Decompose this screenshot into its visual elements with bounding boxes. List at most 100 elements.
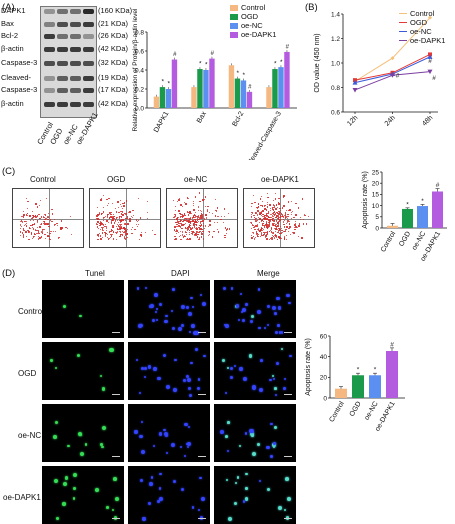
blot-band [44,47,55,52]
flow-event [276,226,278,229]
flow-event [276,207,278,209]
flow-event [195,221,198,223]
flow-event [180,222,182,224]
flow-event [32,227,34,229]
blot-band [57,47,68,52]
bar [387,225,398,228]
flow-event [141,235,143,237]
significance-mark: * [199,61,202,68]
flow-event [180,227,182,230]
flow-event [22,234,24,236]
flow-event [267,231,269,234]
flow-event [186,234,188,236]
cell-nucleus [73,487,76,491]
x-tick-label: Bcl-2 [231,110,245,127]
flow-event [38,213,40,215]
flow-event [202,215,204,218]
flow-event [102,229,104,232]
cell-nucleus [245,472,248,476]
flow-event [184,219,186,221]
blot-band [70,47,81,52]
flow-event [124,232,126,234]
flow-event [104,226,106,228]
column-title: Merge [257,269,280,278]
x-tick-label: 24h [384,114,397,127]
flow-event [29,227,31,230]
flow-event [254,237,256,239]
flow-event [27,213,29,215]
flow-event [178,226,180,228]
flow-event [132,226,134,228]
flow-event [117,201,119,203]
flow-event [36,206,38,208]
flow-event [174,236,176,238]
flow-event [105,234,107,236]
blot-band [70,88,81,93]
flow-event [37,235,39,237]
flow-event [200,236,202,238]
bar [402,208,413,228]
flow-event [189,211,191,213]
cell-nucleus [158,432,162,436]
flow-event [183,235,186,237]
flow-event [124,236,126,238]
flow-event [189,217,191,219]
cell-nucleus [280,331,284,334]
flow-event [259,217,261,220]
flow-event [193,226,196,228]
flow-plot-title: Control [30,175,56,184]
flow-event [100,223,102,225]
flow-event [204,226,207,228]
flow-event [32,215,35,218]
x-tick-label: DAPK1 [153,110,171,133]
flow-event [122,219,124,221]
flow-event [258,234,260,236]
y-tick-label: 0.6 [135,48,144,55]
flow-event [251,237,253,239]
fluorescence-image [214,404,296,462]
flow-event [250,227,252,230]
flow-event [194,214,196,216]
flow-event [179,216,182,218]
flow-event [278,230,280,233]
flow-event [185,238,188,240]
flow-event [263,218,266,220]
flow-event [251,236,253,238]
cell-nucleus [165,385,170,390]
flow-event [207,234,210,237]
flow-event [272,218,274,220]
flow-event [272,234,274,237]
flow-event [209,224,211,226]
y-tick-label: 60 [320,333,328,340]
flow-event [275,208,277,210]
flow-event [187,229,189,231]
flow-event [186,211,189,213]
flow-event [111,235,113,237]
flow-event [261,212,263,214]
flow-event [192,204,194,207]
flow-event [202,220,205,222]
cell-nucleus [251,385,256,390]
flow-event [105,227,108,229]
flow-event [103,195,105,197]
flow-event [123,237,125,239]
flow-event [174,226,176,228]
cell-nucleus [258,479,261,482]
flow-event [285,210,288,212]
flow-event [279,237,281,239]
flow-event [97,234,99,236]
cell-nucleus [172,326,176,330]
flow-event [209,211,211,213]
cell-nucleus [157,377,161,381]
cell-nucleus [144,367,148,370]
flow-event [201,217,203,219]
flow-event [183,217,186,219]
flow-event [39,200,42,202]
flow-event [123,231,125,234]
flow-event [19,231,22,233]
flow-event [256,220,258,222]
blot-band [57,102,68,107]
flow-event [39,226,41,228]
cell-nucleus [245,487,248,490]
flow-event [97,214,99,216]
